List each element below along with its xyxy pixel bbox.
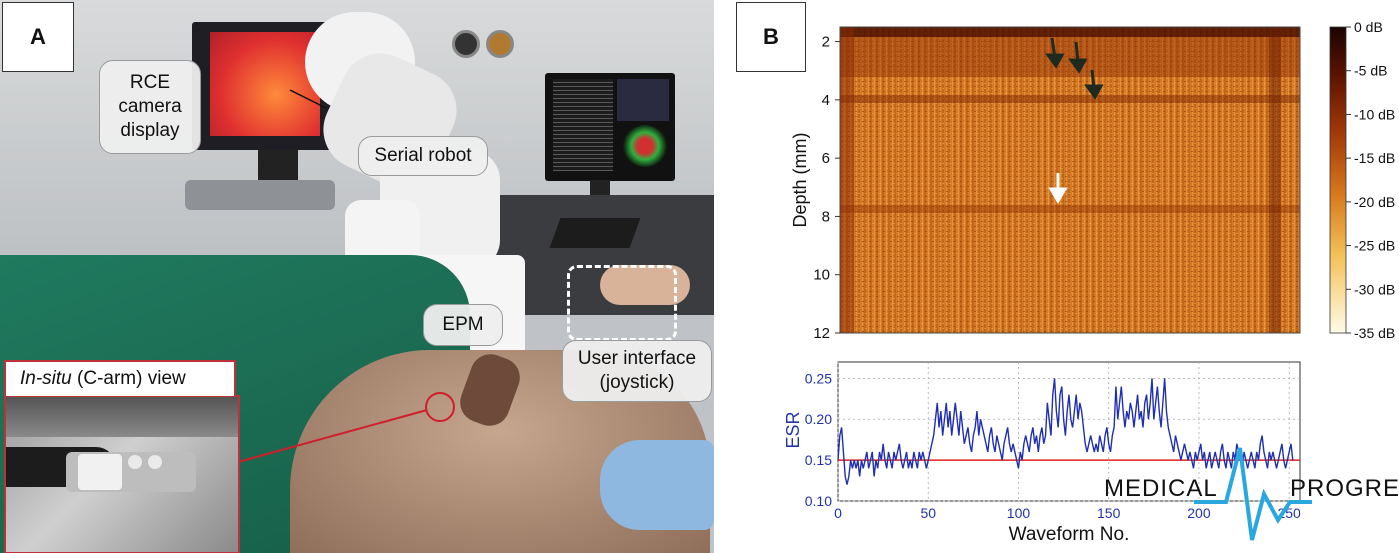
gloved-hand (600, 440, 714, 530)
callout-serial-robot: Serial robot (358, 136, 488, 176)
heatmap-y-tick-label: 10 (813, 267, 830, 284)
callout-epm: EPM (423, 304, 503, 346)
heatmap-upper-band (840, 37, 1300, 77)
heatmap (839, 26, 1301, 334)
heatmap-y-label: Depth (mm) (790, 132, 810, 227)
colorbar-tick-label: -15 dB (1354, 150, 1395, 166)
esr-y-tick-label: 0.15 (805, 452, 832, 468)
inset-xray-view (4, 395, 240, 553)
watermark: MEDICAL PROGRESS (1104, 447, 1399, 541)
heatmap-y-tick-label: 4 (822, 92, 830, 109)
white-arrow-icon (1048, 173, 1068, 204)
esr-series-line (837, 378, 1294, 485)
colorbar-tick-label: 0 dB (1354, 19, 1383, 35)
colorbar (1329, 26, 1347, 334)
esr-plot-area (837, 361, 1301, 502)
esr-x-label: Waveform No. (1009, 524, 1130, 545)
colorbar-tick-label: -30 dB (1354, 281, 1395, 297)
watermark-left: MEDICAL (1104, 475, 1218, 502)
watermark-pulse-icon (1194, 447, 1312, 541)
heatmap-top-band (840, 27, 1300, 37)
colorbar-tick-label: -5 dB (1354, 63, 1387, 79)
wall-outlet-icon (452, 30, 480, 58)
heatmap-y-tick-label: 8 (822, 208, 830, 225)
wall-outlet-icon (486, 30, 514, 58)
panel-a-photo: In-situ (C-arm) view RCE camera display … (0, 0, 714, 553)
panel-b-charts: B (714, 0, 1399, 553)
heatmap-edge (840, 27, 854, 333)
rail (185, 180, 335, 210)
monitor-right (545, 73, 675, 181)
esr-x-tick-label: 0 (834, 505, 842, 521)
esr-x-tick-label: 200 (1187, 505, 1211, 521)
joystick-highlight (567, 265, 677, 341)
heatmap-y-tick-label: 2 (822, 34, 830, 51)
esr-y-tick-label: 0.10 (805, 493, 832, 509)
panel-label-b: B (736, 2, 806, 72)
heatmap-y-tick-label: 6 (822, 150, 830, 167)
esr-y-tick-label: 0.20 (805, 411, 832, 427)
esr-y-tick-label: 0.25 (805, 370, 832, 386)
inset-title-italic: In-situ (20, 368, 72, 389)
colorbar-tick-label: -35 dB (1354, 325, 1395, 341)
heatmap-band (840, 95, 1300, 103)
esr-x-tick-label: 50 (920, 505, 936, 521)
esr-x-tick-label: 100 (1007, 505, 1031, 521)
esr-x-tick-label: 150 (1097, 505, 1121, 521)
inset-title-rest: (C-arm) view (71, 368, 186, 389)
connector-lines (237, 89, 428, 463)
panel-label-a: A (2, 2, 74, 72)
colorbar-tick-label: -25 dB (1354, 238, 1395, 254)
heatmap-edge (1269, 27, 1281, 333)
target-marker (425, 392, 455, 422)
inset-title: In-situ (C-arm) view (4, 360, 236, 396)
heatmap-y-tick-label: 12 (813, 325, 830, 342)
dark-arrow-icon (1045, 37, 1104, 100)
colorbar-tick-label: -10 dB (1354, 106, 1395, 122)
heatmap-speckle (840, 27, 1300, 333)
callout-rce-display: RCE camera display (99, 60, 201, 154)
heatmap-band (840, 205, 1300, 213)
colorbar-ticks: 0 dB -5 dB -10 dB -15 dB -20 dB -25 dB -30 dB -… (1346, 19, 1395, 341)
esr-y-label: ESR (783, 411, 803, 448)
heatmap-y-ticks: 2 4 6 8 10 12 (813, 34, 840, 342)
colorbar-tick-label: -20 dB (1354, 194, 1395, 210)
panel-b-svg: 2 4 6 8 10 12 Depth (mm) 0 dB -5 dB -10 dB -15 d… (783, 19, 1399, 545)
watermark-right: PROGRESS (1290, 475, 1399, 502)
callout-user-interface: User interface (joystick) (562, 340, 712, 402)
